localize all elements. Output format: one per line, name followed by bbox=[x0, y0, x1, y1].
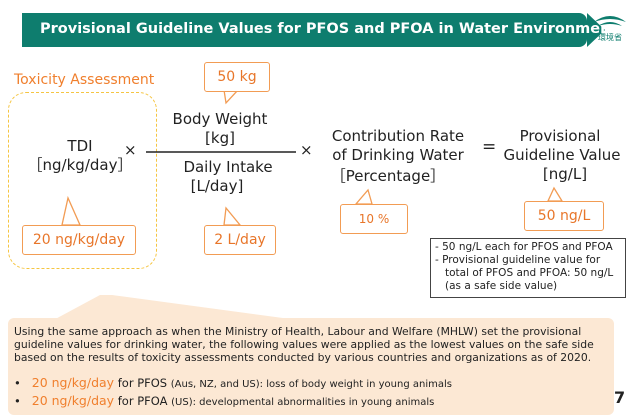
contribution-callout-pointer bbox=[354, 188, 373, 205]
ministry-logo-text: 環境省 bbox=[598, 33, 622, 42]
list-item: • 20 ng/kg/day for PFOA (US): developmen… bbox=[14, 393, 435, 408]
footnote-line: - 50 ng/L each for PFOS and PFOA bbox=[435, 241, 613, 253]
intake-callout-pointer bbox=[223, 206, 242, 226]
result-label-2: Guideline Value bbox=[503, 146, 621, 164]
page-title: Provisional Guideline Values for PFOS an… bbox=[40, 21, 618, 37]
explanation-box bbox=[8, 318, 614, 415]
footnote-line: total of PFOS and PFOA: 50 ng/L bbox=[445, 267, 614, 279]
result-callout-pointer bbox=[546, 186, 564, 202]
contribution-label: Contribution Rate bbox=[331, 127, 465, 145]
footnote-line: (as a safe side value) bbox=[445, 280, 558, 292]
result-label: Provisional bbox=[519, 127, 601, 145]
multiply-sign-1: × bbox=[124, 141, 137, 159]
toxicity-assessment-box bbox=[8, 92, 157, 269]
intake-value-callout: 2 L/day bbox=[204, 225, 276, 255]
contribution-label-2: of Drinking Water bbox=[332, 146, 464, 164]
page-number: 7 bbox=[614, 388, 626, 407]
ministry-logo-icon bbox=[594, 16, 626, 26]
pfoa-value: 20 ng/kg/day bbox=[31, 393, 115, 408]
title-bar bbox=[22, 13, 605, 47]
tdi-unit: ［ng/kg/day］ bbox=[27, 156, 133, 174]
contribution-unit: ［Percentage］ bbox=[330, 167, 446, 185]
daily-intake-label: Daily Intake bbox=[183, 158, 273, 176]
body-weight-label: Body Weight bbox=[172, 110, 268, 128]
result-value-callout: 50 ng/L bbox=[524, 201, 604, 231]
guideline-footnote: - 50 ng/L each for PFOS and PFOA - Provi… bbox=[430, 238, 626, 298]
result-unit: [ng/L] bbox=[542, 165, 588, 183]
body-weight-unit: [kg] bbox=[205, 129, 235, 147]
multiply-sign-2: × bbox=[300, 141, 313, 159]
list-item: • 20 ng/kg/day for PFOS (Aus, NZ, and US… bbox=[14, 375, 452, 390]
explanation-pointer bbox=[48, 295, 320, 323]
contribution-value-callout: 10 % bbox=[340, 204, 408, 234]
tdi-callout-pointer bbox=[61, 195, 82, 226]
pfos-value: 20 ng/kg/day bbox=[31, 375, 115, 390]
tdi-value-callout: 20 ng/kg/day bbox=[22, 225, 136, 255]
explanation-intro: Using the same approach as when the Mini… bbox=[14, 325, 594, 364]
tdi-label: TDI bbox=[67, 137, 93, 155]
footnote-line: - Provisional guideline value for bbox=[435, 254, 601, 266]
equals-sign: = bbox=[482, 137, 497, 157]
daily-intake-unit: [L/day] bbox=[190, 177, 244, 195]
body-weight-value-callout: 50 kg bbox=[204, 62, 270, 92]
toxicity-assessment-label: Toxicity Assessment bbox=[14, 72, 155, 88]
